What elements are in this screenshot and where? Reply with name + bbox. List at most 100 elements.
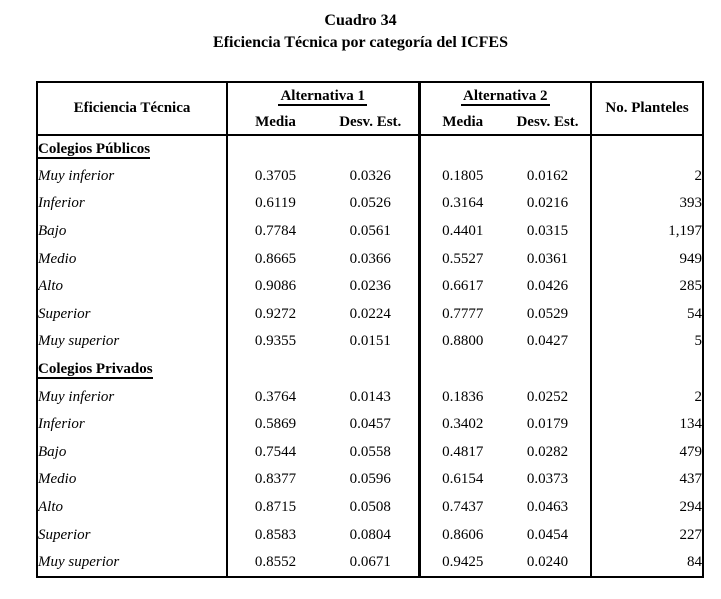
table-row: Bajo 0.7784 0.0561 0.4401 0.0315 1,197 — [37, 217, 703, 246]
cell-a2-desv: 0.0373 — [505, 466, 593, 494]
cell-a2-media: 0.3164 — [442, 195, 484, 212]
cell-a2-desv: 0.0463 — [505, 493, 593, 522]
cell-a2-desv: 0.0282 — [505, 438, 593, 467]
cell-a2-media: 0.4817 — [442, 443, 484, 460]
cell-a1-media: 0.8583 — [254, 526, 297, 543]
table-row: Alto 0.9086 0.0236 0.6617 0.0426 285 — [37, 272, 703, 301]
cell-a1-desv: 0.0236 — [323, 272, 421, 301]
empty-cell — [323, 355, 421, 384]
table-caption-number: Cuadro 34 — [324, 12, 397, 29]
cell-a2-desv: 0.0427 — [505, 328, 593, 356]
table-row: Muy superior 0.9355 0.0151 0.8800 0.0427… — [37, 328, 703, 356]
row-label: Muy superior — [37, 328, 228, 356]
cell-a1-media: 0.6119 — [255, 195, 296, 212]
table-row: Bajo 0.7544 0.0558 0.4817 0.0282 479 — [37, 438, 703, 467]
header-desv-est-alt2: Desv. Est. — [505, 110, 593, 136]
row-label: Bajo — [37, 217, 228, 246]
cell-n-planteles: 2 — [694, 167, 703, 184]
cell-a1-desv: 0.0508 — [323, 493, 421, 522]
header-media-alt1: Media — [227, 110, 323, 136]
cell-n-planteles: 437 — [679, 471, 703, 488]
cell-a2-desv: 0.0179 — [505, 410, 593, 439]
header-row-groups: Eficiencia Técnica Alternativa 1 Alterna… — [37, 82, 704, 136]
cell-n-planteles: 294 — [679, 499, 703, 516]
cell-a2-desv: 0.0529 — [505, 300, 593, 329]
table-row: Inferior 0.6119 0.0526 0.3164 0.0216 393 — [37, 190, 703, 218]
cell-a1-desv: 0.0804 — [323, 521, 421, 549]
table-row: Muy superior 0.8552 0.0671 0.9425 0.0240… — [37, 548, 703, 577]
row-label: Alto — [37, 493, 228, 522]
cell-n-planteles: 54 — [687, 305, 703, 322]
cell-n-planteles: 393 — [679, 195, 703, 212]
cell-n-planteles: 2 — [694, 388, 703, 405]
cell-a1-desv: 0.0457 — [323, 410, 421, 439]
row-label: Medio — [37, 466, 228, 494]
row-label: Superior — [37, 521, 228, 549]
cell-a1-media: 0.8665 — [254, 250, 297, 267]
cell-n-planteles: 134 — [679, 416, 703, 433]
cell-n-planteles: 84 — [687, 553, 703, 570]
cell-n-planteles: 227 — [679, 526, 703, 543]
cell-n-planteles: 5 — [694, 333, 703, 350]
table-caption-title: Eficiencia Técnica por categoría del ICF… — [213, 34, 508, 51]
row-label: Superior — [37, 300, 228, 329]
cell-a2-media: 0.6154 — [442, 471, 484, 488]
table-row: Alto 0.8715 0.0508 0.7437 0.0463 294 — [37, 493, 703, 522]
header-alternativa-1-label: Alternativa 1 — [278, 88, 368, 106]
cell-a2-media: 0.8800 — [442, 333, 484, 350]
cell-a1-desv: 0.0224 — [323, 300, 421, 329]
cell-n-planteles: 479 — [679, 443, 703, 460]
header-alternativa-2-label: Alternativa 2 — [460, 88, 550, 106]
cell-a2-desv: 0.0361 — [505, 245, 593, 273]
header-alternativa-1: Alternativa 1 — [227, 82, 421, 110]
cell-a1-desv: 0.0326 — [323, 162, 421, 191]
empty-cell — [419, 356, 505, 384]
row-label: Muy superior — [37, 548, 228, 577]
section-name: Colegios Privados — [37, 355, 228, 384]
cell-a1-desv: 0.0561 — [323, 217, 421, 246]
empty-cell — [505, 355, 593, 384]
cell-a1-desv: 0.0143 — [323, 383, 421, 411]
cell-a2-media: 0.4401 — [442, 223, 484, 240]
row-label: Bajo — [37, 438, 228, 467]
empty-cell — [591, 135, 703, 163]
row-label: Muy inferior — [37, 383, 228, 411]
cell-a1-media: 0.9272 — [254, 305, 297, 322]
row-label: Inferior — [37, 410, 228, 439]
cell-a2-desv: 0.0162 — [505, 162, 593, 191]
cell-n-planteles: 285 — [679, 278, 703, 295]
cell-a1-desv: 0.0558 — [323, 438, 421, 467]
cell-a1-media: 0.9086 — [254, 278, 297, 295]
table-row: Muy inferior 0.3764 0.0143 0.1836 0.0252… — [37, 383, 703, 411]
cell-n-planteles: 1,197 — [668, 223, 703, 240]
cell-a2-media: 0.5527 — [442, 250, 484, 267]
cell-a1-media: 0.9355 — [254, 333, 297, 350]
header-desv-est-alt1: Desv. Est. — [323, 110, 421, 136]
cell-a2-media: 0.7437 — [442, 499, 484, 516]
section-name: Colegios Públicos — [37, 135, 228, 163]
cell-a1-media: 0.7784 — [254, 223, 297, 240]
icfes-efficiency-table: Eficiencia Técnica Alternativa 1 Alterna… — [36, 81, 705, 578]
cell-a1-media: 0.8715 — [254, 499, 297, 516]
table-row: Superior 0.8583 0.0804 0.8606 0.0454 227 — [37, 521, 703, 549]
empty-cell — [227, 356, 323, 384]
cell-a2-desv: 0.0240 — [505, 548, 593, 577]
cell-a1-media: 0.3705 — [254, 167, 297, 184]
table-row: Muy inferior 0.3705 0.0326 0.1805 0.0162… — [37, 162, 703, 191]
cell-a2-desv: 0.0315 — [505, 217, 593, 246]
cell-a2-desv: 0.0426 — [505, 272, 593, 301]
cell-a1-media: 0.7544 — [254, 443, 297, 460]
cell-a1-desv: 0.0596 — [323, 466, 421, 494]
cell-a1-media: 0.8377 — [254, 471, 297, 488]
row-label: Inferior — [37, 190, 228, 218]
cell-a1-desv: 0.0151 — [323, 328, 421, 356]
cell-a1-desv: 0.0526 — [323, 190, 421, 218]
header-media-alt2: Media — [419, 110, 506, 136]
empty-cell — [419, 135, 505, 163]
table-row: Superior 0.9272 0.0224 0.7777 0.0529 54 — [37, 300, 703, 329]
header-alternativa-2: Alternativa 2 — [419, 82, 593, 110]
section-row-publicos: Colegios Públicos — [37, 135, 703, 163]
empty-cell — [323, 135, 421, 163]
table-row: Medio 0.8665 0.0366 0.5527 0.0361 949 — [37, 245, 703, 273]
